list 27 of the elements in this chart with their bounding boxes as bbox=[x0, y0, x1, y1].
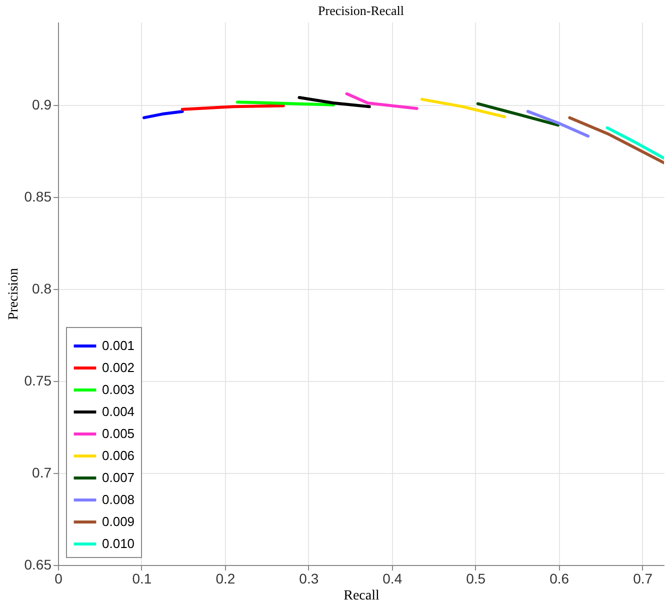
y-tick-label: 0.85 bbox=[24, 188, 52, 204]
x-tick-label: 0.6 bbox=[550, 570, 570, 586]
x-tick-label: 0.4 bbox=[382, 570, 402, 586]
y-tick-label: 0.65 bbox=[24, 556, 52, 572]
legend-label: 0.001 bbox=[102, 338, 135, 353]
x-tick-label: 0.5 bbox=[466, 570, 486, 586]
x-tick-label: 0.3 bbox=[299, 570, 319, 586]
legend-label: 0.007 bbox=[102, 470, 135, 485]
legend-label: 0.008 bbox=[102, 492, 135, 507]
legend-label: 0.005 bbox=[102, 426, 135, 441]
x-tick-label: 0.1 bbox=[132, 570, 152, 586]
x-axis-title: Recall bbox=[344, 588, 380, 604]
y-tick-label: 0.7 bbox=[32, 464, 52, 480]
y-tick-label: 0.9 bbox=[32, 96, 52, 112]
legend-label: 0.004 bbox=[102, 404, 135, 419]
x-tick-label: 0.2 bbox=[216, 570, 236, 586]
chart-title: Precision-Recall bbox=[318, 3, 404, 18]
x-tick-label: 0.7 bbox=[633, 570, 653, 586]
legend-label: 0.002 bbox=[102, 360, 135, 375]
legend-label: 0.006 bbox=[102, 448, 135, 463]
y-axis-title: Precision bbox=[6, 268, 22, 320]
legend-label: 0.009 bbox=[102, 514, 135, 529]
legend-label: 0.010 bbox=[102, 536, 135, 551]
legend-label: 0.003 bbox=[102, 382, 135, 397]
y-tick-label: 0.8 bbox=[32, 280, 52, 296]
y-tick-label: 0.75 bbox=[24, 372, 52, 388]
x-tick-label: 0 bbox=[54, 570, 63, 586]
